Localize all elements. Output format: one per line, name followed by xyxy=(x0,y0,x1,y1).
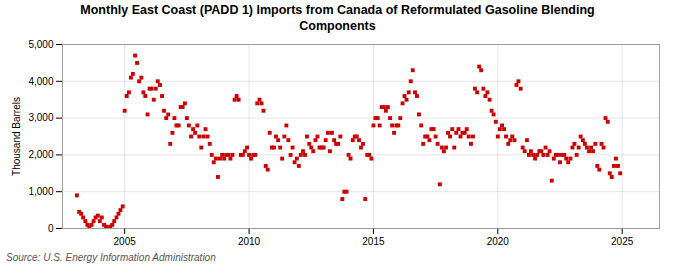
html-text:Source: U.S. Energy Informatio: Source: U.S. Energy Information Administ… xyxy=(6,252,216,264)
svg-text:Thousand Barrels: Thousand Barrels xyxy=(11,97,22,176)
svg-text:2015: 2015 xyxy=(362,236,385,247)
svg-text:2010: 2010 xyxy=(238,236,261,247)
html-text:Monthly East Coast (PADD 1) Im: Monthly East Coast (PADD 1) Imports from… xyxy=(80,3,595,33)
svg-text:0: 0 xyxy=(48,223,54,234)
svg-text:2,000: 2,000 xyxy=(28,149,53,160)
svg-text:4,000: 4,000 xyxy=(28,76,53,87)
svg-text:2005: 2005 xyxy=(114,236,137,247)
svg-text:1,000: 1,000 xyxy=(28,186,53,197)
svg-text:3,000: 3,000 xyxy=(28,113,53,124)
svg-text:2020: 2020 xyxy=(487,236,510,247)
svg-text:2025: 2025 xyxy=(611,236,634,247)
svg-text:5,000: 5,000 xyxy=(28,39,53,50)
